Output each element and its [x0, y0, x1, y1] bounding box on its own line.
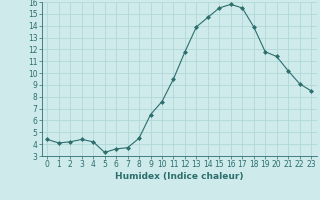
- X-axis label: Humidex (Indice chaleur): Humidex (Indice chaleur): [115, 172, 244, 181]
